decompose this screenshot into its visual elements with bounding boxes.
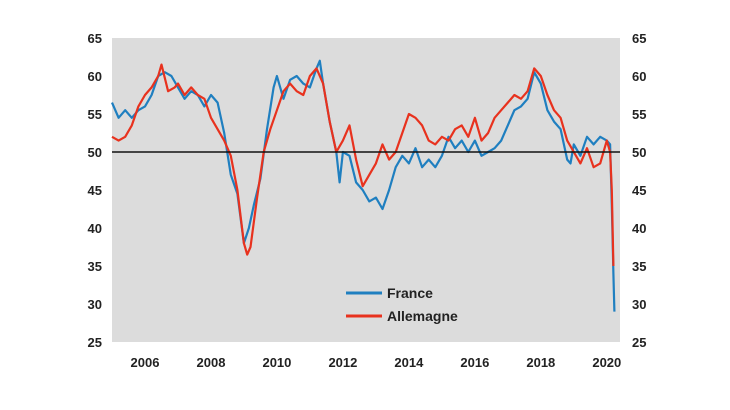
x-tick: 2014 — [394, 355, 424, 370]
series-line-france — [110, 59, 616, 312]
x-tick: 2018 — [526, 355, 555, 370]
legend: France Allemagne — [346, 285, 458, 324]
left-y-axis: 25 30 35 40 45 50 55 60 65 — [88, 31, 102, 350]
y-tick-left: 45 — [88, 183, 102, 198]
legend-label-allemagne: Allemagne — [387, 308, 458, 324]
y-tick-right: 35 — [632, 259, 646, 274]
y-tick-right: 55 — [632, 107, 646, 122]
y-tick-right: 45 — [632, 183, 646, 198]
series-line-allemagne — [111, 63, 615, 267]
y-tick-left: 40 — [88, 221, 102, 236]
y-tick-right: 30 — [632, 297, 646, 312]
x-tick: 2016 — [460, 355, 489, 370]
y-tick-right: 25 — [632, 335, 646, 350]
x-tick: 2012 — [328, 355, 357, 370]
right-y-axis: 25 30 35 40 45 50 55 60 65 — [632, 31, 646, 350]
y-tick-left: 55 — [88, 107, 102, 122]
y-tick-right: 50 — [632, 145, 646, 160]
legend-label-france: France — [387, 285, 433, 301]
y-tick-right: 65 — [632, 31, 646, 46]
y-tick-left: 65 — [88, 31, 102, 46]
y-tick-right: 40 — [632, 221, 646, 236]
y-tick-left: 60 — [88, 69, 102, 84]
y-tick-left: 30 — [88, 297, 102, 312]
series-layer — [110, 59, 616, 312]
x-axis: 2006 2008 2010 2012 2014 2016 2018 2020 — [131, 355, 622, 370]
y-tick-left: 50 — [88, 145, 102, 160]
y-tick-right: 60 — [632, 69, 646, 84]
x-tick: 2010 — [262, 355, 291, 370]
y-tick-left: 35 — [88, 259, 102, 274]
x-tick: 2020 — [592, 355, 621, 370]
plot-background — [112, 38, 620, 342]
y-tick-left: 25 — [88, 335, 102, 350]
x-tick: 2008 — [197, 355, 226, 370]
x-tick: 2006 — [131, 355, 160, 370]
